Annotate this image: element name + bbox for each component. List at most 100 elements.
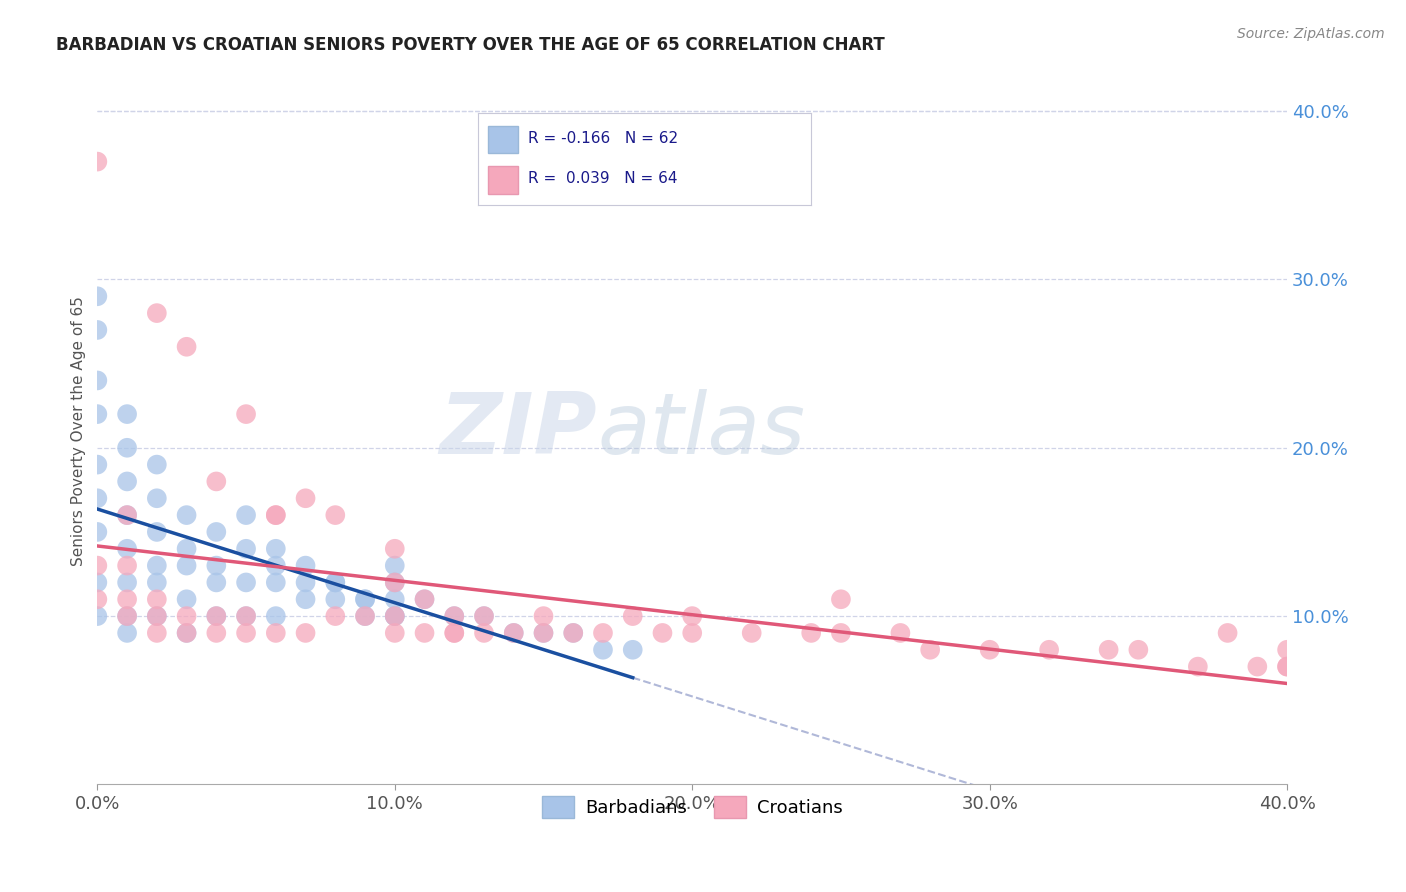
Point — [384, 609, 406, 624]
Text: ZIP: ZIP — [440, 390, 598, 473]
Point — [205, 626, 228, 640]
Point — [384, 626, 406, 640]
Point — [235, 575, 257, 590]
Point — [384, 575, 406, 590]
Point — [146, 558, 169, 573]
Point — [562, 626, 585, 640]
Point — [979, 642, 1001, 657]
Point — [115, 609, 138, 624]
Point — [1038, 642, 1060, 657]
Point — [889, 626, 911, 640]
Point — [176, 558, 198, 573]
Point — [264, 508, 287, 522]
Point — [176, 508, 198, 522]
Point — [86, 575, 108, 590]
Point — [146, 575, 169, 590]
Point — [264, 609, 287, 624]
Point — [323, 575, 346, 590]
Point — [205, 575, 228, 590]
Point — [86, 323, 108, 337]
Point — [146, 592, 169, 607]
Point — [115, 407, 138, 421]
Point — [115, 441, 138, 455]
Y-axis label: Seniors Poverty Over the Age of 65: Seniors Poverty Over the Age of 65 — [72, 296, 86, 566]
Point — [354, 592, 377, 607]
Point — [681, 609, 703, 624]
Point — [235, 541, 257, 556]
Point — [86, 524, 108, 539]
Point — [472, 609, 495, 624]
Point — [205, 609, 228, 624]
Point — [443, 626, 465, 640]
Point — [920, 642, 942, 657]
Point — [1187, 659, 1209, 673]
Point — [384, 609, 406, 624]
Point — [115, 541, 138, 556]
Point — [176, 626, 198, 640]
Point — [115, 508, 138, 522]
Point — [264, 575, 287, 590]
Point — [146, 524, 169, 539]
Point — [472, 609, 495, 624]
Point — [354, 609, 377, 624]
Point — [621, 642, 644, 657]
Point — [502, 626, 524, 640]
Point — [1246, 659, 1268, 673]
Point — [830, 626, 852, 640]
Point — [413, 626, 436, 640]
Point — [115, 558, 138, 573]
Point — [86, 491, 108, 506]
Legend: Barbadians, Croatians: Barbadians, Croatians — [534, 789, 851, 825]
Point — [443, 609, 465, 624]
Point — [86, 373, 108, 387]
Point — [413, 592, 436, 607]
Point — [741, 626, 763, 640]
Point — [146, 306, 169, 320]
Point — [146, 458, 169, 472]
Point — [86, 154, 108, 169]
Point — [146, 626, 169, 640]
Point — [235, 508, 257, 522]
Point — [205, 558, 228, 573]
Point — [502, 626, 524, 640]
Point — [1275, 642, 1298, 657]
Point — [800, 626, 823, 640]
Point — [176, 626, 198, 640]
Point — [176, 340, 198, 354]
Point — [115, 609, 138, 624]
Point — [146, 609, 169, 624]
Point — [354, 609, 377, 624]
Point — [294, 491, 316, 506]
Point — [264, 508, 287, 522]
Point — [443, 626, 465, 640]
Point — [1097, 642, 1119, 657]
Point — [384, 575, 406, 590]
Point — [1128, 642, 1150, 657]
Point — [294, 626, 316, 640]
Point — [323, 575, 346, 590]
Point — [621, 609, 644, 624]
Point — [264, 558, 287, 573]
Point — [235, 626, 257, 640]
Point — [472, 626, 495, 640]
Point — [294, 592, 316, 607]
Point — [1275, 659, 1298, 673]
Point — [176, 541, 198, 556]
Point — [205, 524, 228, 539]
Point — [323, 592, 346, 607]
Point — [592, 626, 614, 640]
Point — [146, 609, 169, 624]
Point — [533, 626, 555, 640]
Text: Source: ZipAtlas.com: Source: ZipAtlas.com — [1237, 27, 1385, 41]
Point — [294, 558, 316, 573]
Point — [86, 609, 108, 624]
Point — [354, 592, 377, 607]
Point — [86, 458, 108, 472]
Point — [146, 491, 169, 506]
Point — [323, 508, 346, 522]
Point — [86, 558, 108, 573]
Point — [115, 508, 138, 522]
Point — [1275, 659, 1298, 673]
Text: atlas: atlas — [598, 390, 806, 473]
Point — [384, 558, 406, 573]
